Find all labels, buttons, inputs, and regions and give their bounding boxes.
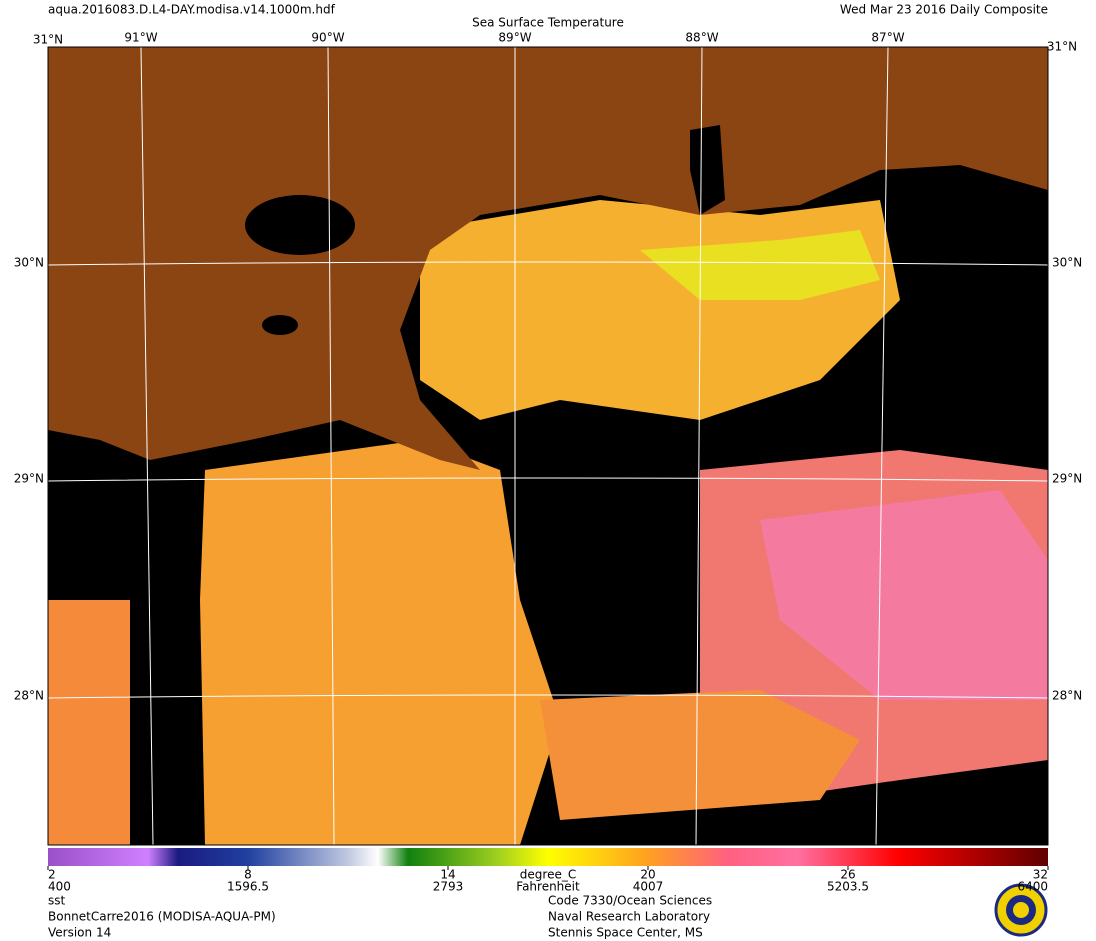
lon-label: 91°W <box>124 31 157 45</box>
bay <box>690 125 725 215</box>
corner-label: 31°N <box>33 33 63 47</box>
colorbar-label: 6400 <box>1017 880 1048 894</box>
lon-label: 88°W <box>685 31 718 45</box>
lat-label: 29°N <box>14 472 44 486</box>
footer-right: Stennis Space Center, MS <box>548 926 703 940</box>
lat-label: 30°N <box>14 256 44 270</box>
colorbar-label: 400 <box>48 880 71 894</box>
meridian <box>695 46 703 846</box>
sea-orange <box>200 440 560 845</box>
colorbar-label: 20 <box>640 868 655 882</box>
colorbar-unit: Fahrenheit <box>516 880 580 894</box>
lat-label: 30°N <box>1052 256 1082 270</box>
land <box>48 47 1048 470</box>
lake <box>262 315 298 335</box>
footer-left: sst <box>48 894 66 908</box>
colorbar-label: 8 <box>244 868 252 882</box>
parallel <box>47 694 1049 699</box>
map-frame <box>47 46 1049 846</box>
lat-label: 29°N <box>1052 472 1082 486</box>
colorbar-label: 32 <box>1033 868 1048 882</box>
colorbar-label: 4007 <box>633 880 664 894</box>
lake <box>245 195 355 255</box>
colorbar-label: 2 <box>48 868 56 882</box>
logo <box>994 883 1048 937</box>
date: Wed Mar 23 2016 Daily Composite <box>840 3 1048 17</box>
colorbar-unit: degree_C <box>520 868 576 882</box>
footer-left: Version 14 <box>48 926 111 940</box>
lon-label: 90°W <box>311 31 344 45</box>
meridian <box>875 46 889 846</box>
colorbar-label: 2793 <box>433 880 464 894</box>
graticule <box>47 46 1049 846</box>
lon-label: 87°W <box>871 31 904 45</box>
lat-label: 28°N <box>1052 689 1082 703</box>
lat-label: 28°N <box>14 689 44 703</box>
map <box>47 46 1049 846</box>
sea-pink <box>760 490 1048 700</box>
footer-left: BonnetCarre2016 (MODISA-AQUA-PM) <box>48 910 276 924</box>
title: Sea Surface Temperature <box>472 16 624 30</box>
footer-right: Code 7330/Ocean Sciences <box>548 894 712 908</box>
footer-right: Naval Research Laboratory <box>548 910 710 924</box>
colorbar <box>48 848 1048 866</box>
meridian <box>140 46 154 846</box>
corner-label: 31°N <box>1047 40 1077 54</box>
parallel <box>47 477 1049 482</box>
colorbar-label: 26 <box>840 868 855 882</box>
meridian <box>327 46 335 846</box>
parallel <box>47 261 1049 266</box>
sea-orange <box>540 690 860 820</box>
lon-label: 89°W <box>498 31 531 45</box>
colorbar-label: 5203.5 <box>827 880 869 894</box>
colorbar-label: 1596.5 <box>227 880 269 894</box>
file-name: aqua.2016083.D.L4-DAY.modisa.v14.1000m.h… <box>48 3 336 17</box>
colorbar-label: 14 <box>440 868 455 882</box>
sea-orange <box>48 600 130 845</box>
